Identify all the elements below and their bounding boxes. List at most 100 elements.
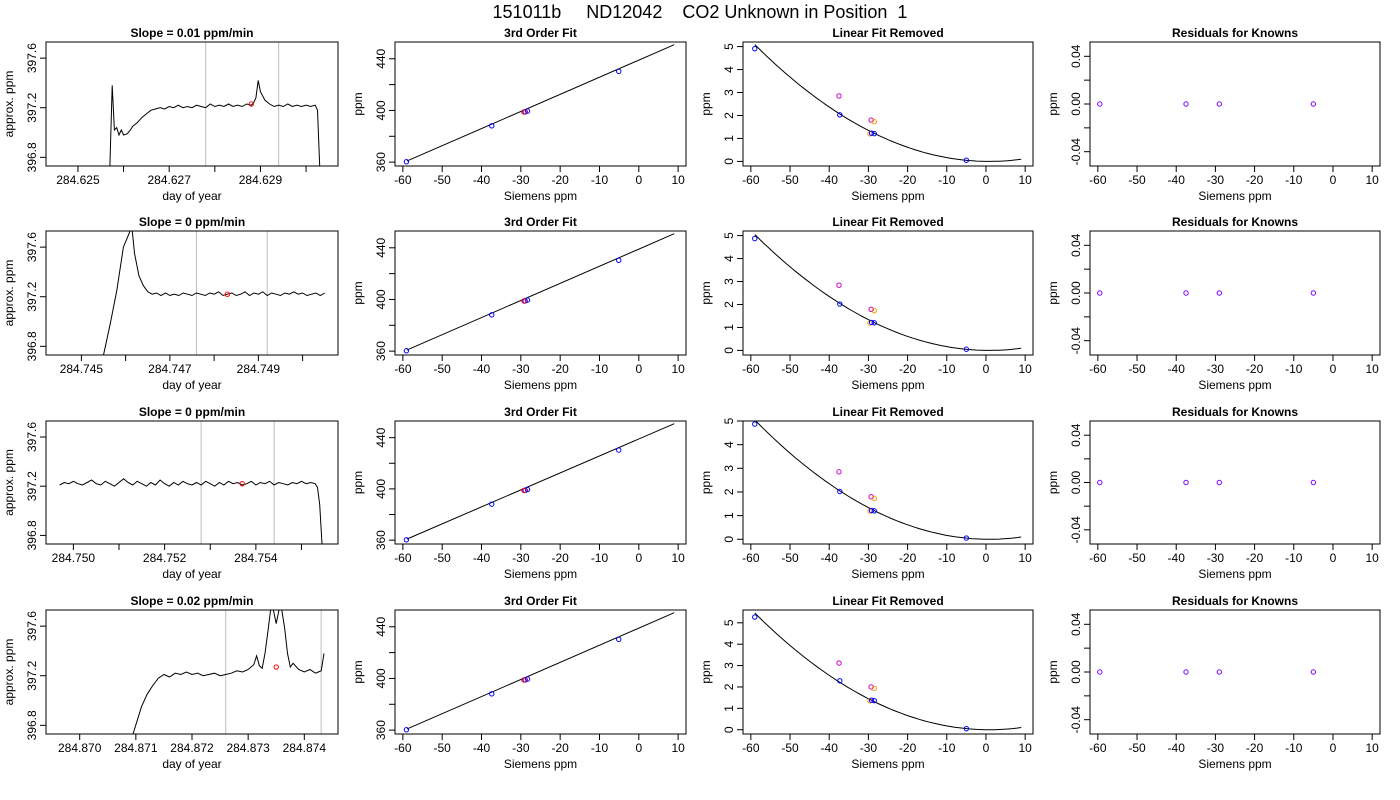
y-tick-label: 0.04 [1069, 233, 1083, 257]
y-tick-label: 0 [722, 158, 736, 165]
panel-title: 3rd Order Fit [504, 26, 577, 40]
x-tick-label: -10 [1285, 551, 1303, 565]
panel-r1c3: Linear Fit Removed Siemens ppm ppm -60 -50 -4… [699, 26, 1034, 203]
x-tick-label: 10 [671, 362, 685, 376]
known-point [489, 691, 495, 697]
x-tick-label: -10 [1285, 173, 1303, 187]
known-point [403, 537, 410, 543]
x-tick-label: 10 [1365, 173, 1379, 187]
x-tick-label: 284.874 [283, 741, 327, 755]
x-tick-label: -60 [394, 741, 412, 755]
plot-area [1097, 101, 1317, 107]
known-point [616, 636, 622, 643]
panel-title: Linear Fit Removed [832, 215, 943, 229]
y-tick-label: 396.8 [25, 331, 39, 361]
x-tick-label: -10 [938, 173, 956, 187]
plot-area [1097, 669, 1317, 675]
y-axis-label: approx. ppm [2, 71, 16, 138]
y-tick-label: 360 [374, 341, 388, 361]
plot-area [752, 421, 1022, 541]
known-point [752, 45, 758, 52]
x-tick-label: -40 [1168, 173, 1186, 187]
unknown-point [836, 93, 842, 99]
y-tick-label: 400 [374, 100, 388, 120]
known-point [752, 421, 758, 427]
plot-frame [394, 420, 687, 545]
y-tick-label: 0.00 [1069, 660, 1083, 684]
plot-frame [742, 609, 1034, 735]
x-tick-label: -30 [1207, 551, 1225, 565]
x-tick-label: 284.873 [226, 741, 270, 755]
unknown-point [521, 677, 527, 683]
fit-curve [754, 234, 1022, 351]
y-axis-label: ppm [699, 92, 713, 115]
y-tick-label: 397.6 [25, 611, 39, 641]
residual-point [1183, 669, 1189, 675]
x-tick-label: -60 [1089, 173, 1107, 187]
y-tick-label: -0.04 [1069, 327, 1083, 355]
panel-title: Residuals for Knowns [1172, 26, 1298, 40]
x-tick-label: 10 [1365, 551, 1379, 565]
x-tick-label: -50 [1128, 741, 1146, 755]
fit-curve [754, 612, 1022, 731]
x-tick-label: -20 [1246, 551, 1264, 565]
x-tick-label: -20 [899, 551, 917, 565]
y-tick-label: 0.04 [1069, 423, 1083, 447]
y-tick-label: 440 [374, 427, 388, 447]
plot-area [752, 612, 1022, 732]
y-tick-label: 396.8 [25, 142, 39, 172]
y-axis-label: ppm [351, 660, 365, 683]
y-axis-label: ppm [351, 471, 365, 494]
known-point [524, 676, 531, 682]
x-axis-label: Siemens ppm [851, 757, 924, 771]
x-tick-label: -30 [1207, 741, 1225, 755]
x-axis-label: Siemens ppm [504, 378, 577, 392]
residual-point [1216, 101, 1223, 107]
panel-r1c2: 3rd Order Fit Siemens ppm ppm -60 -50 -40 -30 -… [351, 26, 687, 203]
y-tick-label: 0 [722, 726, 736, 733]
mean-point [224, 291, 231, 297]
x-tick-label: 284.872 [170, 741, 214, 755]
unknown-point [836, 469, 842, 475]
y-axis-label: approx. ppm [2, 449, 16, 516]
x-tick-label: -30 [860, 173, 878, 187]
plot-frame [45, 420, 339, 545]
x-tick-label: -20 [1246, 741, 1264, 755]
x-tick-label: -60 [1089, 551, 1107, 565]
known-point [403, 727, 410, 733]
panel-title: 3rd Order Fit [504, 405, 577, 419]
known-point [868, 507, 875, 514]
x-tick-label: 10 [1018, 741, 1032, 755]
x-tick-label: -40 [821, 551, 839, 565]
fit-curve [755, 421, 1022, 540]
known-point [752, 235, 758, 242]
x-tick-label: 0 [983, 362, 990, 376]
x-tick-label: 0 [983, 741, 990, 755]
x-tick-label: -20 [899, 741, 917, 755]
y-tick-label: 397.2 [25, 471, 39, 501]
x-tick-label: -10 [591, 551, 609, 565]
unknown-point [836, 282, 842, 288]
plot-frame [394, 230, 687, 356]
unknown-point [871, 307, 877, 314]
known-point [963, 725, 970, 732]
plot-area [752, 234, 1022, 352]
x-tick-label: -40 [1168, 551, 1186, 565]
y-tick-label: 5 [722, 232, 736, 239]
residual-point [1216, 479, 1223, 486]
panel-r4c2: 3rd Order Fit Siemens ppm ppm -60 -50 -40 -30 -… [351, 594, 687, 771]
plot-frame [1089, 41, 1381, 167]
known-point [837, 112, 843, 118]
known-point [871, 320, 877, 326]
unknown-point [836, 660, 842, 666]
x-tick-label: 0 [1330, 741, 1337, 755]
y-tick-label: 0 [722, 536, 736, 543]
plot-area [403, 612, 675, 733]
x-tick-label: 0 [635, 362, 642, 376]
x-tick-label: -60 [394, 551, 412, 565]
x-axis-label: Siemens ppm [504, 757, 577, 771]
x-tick-label: -40 [473, 551, 491, 565]
plot-area [1097, 479, 1317, 486]
y-axis-label: ppm [699, 471, 713, 494]
x-tick-label: 0 [635, 173, 642, 187]
